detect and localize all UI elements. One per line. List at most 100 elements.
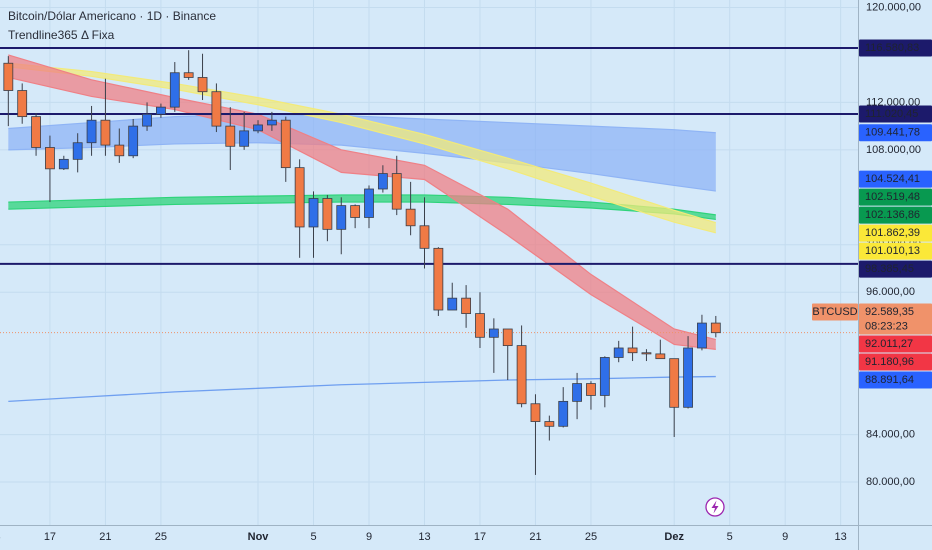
x-tick-label: 5 <box>727 531 733 543</box>
candle-body <box>710 322 721 334</box>
price-tag <box>859 335 932 353</box>
price-tag-label: 102.136,86 <box>865 209 920 221</box>
candle-body <box>114 144 125 157</box>
candle-body <box>697 322 707 349</box>
candle-body <box>391 173 402 210</box>
x-tick-label: 5 <box>310 531 316 543</box>
price-tag <box>859 260 932 278</box>
candle-body <box>447 297 458 311</box>
price-tag <box>859 224 932 242</box>
price-tag <box>859 242 932 260</box>
y-tick-label: 112.000,00 <box>866 96 920 108</box>
candle-body <box>308 198 319 228</box>
x-tick-label: 21 <box>99 531 111 543</box>
price-tag <box>859 371 932 389</box>
candle-body <box>266 119 277 126</box>
candle-body <box>169 72 180 108</box>
price-tag-label: 104.524,41 <box>865 173 920 185</box>
symbol-label: BTCUSD <box>812 306 857 318</box>
candle-body <box>627 347 638 354</box>
candle-body <box>17 90 28 118</box>
alert-icon[interactable] <box>705 497 725 517</box>
candle-body <box>280 119 291 169</box>
candle-body <box>350 205 361 218</box>
price-tag <box>859 105 932 123</box>
x-tick-label: Dez <box>664 531 684 543</box>
candle-body <box>100 119 111 146</box>
candle-body <box>142 113 152 127</box>
band-edge <box>8 201 716 221</box>
price-tag-label: 111.020,45 <box>865 108 918 120</box>
price-tag <box>859 303 932 335</box>
candle-body <box>586 383 596 396</box>
candle-body <box>239 130 250 147</box>
candle-body <box>433 247 444 311</box>
candle-body <box>45 147 55 170</box>
x-tick-label: 13 <box>835 531 847 543</box>
candle-body <box>183 72 194 78</box>
price-tag-label: 116.580,83 <box>865 42 919 54</box>
x-tick-label: 9 <box>782 531 788 543</box>
countdown: 08:23:23 <box>865 320 908 332</box>
candle-body <box>405 208 416 227</box>
price-tag-label: 109.441,78 <box>865 127 920 139</box>
band-fill <box>8 194 716 220</box>
x-tick-label: 17 <box>44 531 56 543</box>
x-tick-label: 13 <box>0 531 1 543</box>
candle-body <box>530 403 541 422</box>
band-edge <box>8 66 716 234</box>
candle-body <box>364 188 374 218</box>
price-tag <box>859 39 932 57</box>
price-tag-label: 92.589,35 <box>865 306 914 318</box>
candle-body <box>3 62 14 91</box>
price-tag <box>859 124 932 142</box>
candle-body <box>558 400 569 427</box>
candle-body <box>197 77 208 93</box>
band-fill <box>8 114 716 192</box>
candle-body <box>544 421 555 427</box>
price-tag-label: 98.385,45 <box>865 263 914 275</box>
price-tag-label: 91.180,96 <box>865 356 914 368</box>
candle-body <box>253 124 263 132</box>
price-tags: 116.580,83 111.020,45 98.385,45 109.441,78 1… <box>812 39 932 389</box>
candle-body <box>128 125 139 157</box>
grid <box>0 0 858 525</box>
band-edge <box>8 54 716 341</box>
overlays <box>8 54 716 403</box>
price-tag <box>859 170 932 188</box>
candle-body <box>322 198 333 230</box>
price-tag-label: 102.519,48 <box>865 191 920 203</box>
candle-body <box>31 116 41 148</box>
candle-body <box>669 358 680 408</box>
candle-body <box>461 297 472 314</box>
candle-body <box>58 158 69 170</box>
candle-body <box>336 205 347 230</box>
y-tick-label: 120.000,00 <box>866 1 921 13</box>
price-tag <box>859 206 932 224</box>
candle-body <box>572 383 582 402</box>
candle-body <box>294 167 305 228</box>
symbol-tag <box>812 303 858 321</box>
candle-body <box>86 119 97 144</box>
y-tick-label: 108.000,00 <box>866 144 921 156</box>
x-tick-label: 9 <box>366 531 372 543</box>
y-tick-label: 84.000,00 <box>866 428 915 440</box>
band-edge <box>8 62 716 224</box>
candle-body <box>156 106 166 115</box>
candle-body <box>475 313 485 338</box>
x-tick-label: 25 <box>155 531 167 543</box>
y-tick-label: 96.000,00 <box>866 286 915 298</box>
candle-body <box>72 142 83 160</box>
indicator-name: Trendline365 Δ Fixa <box>8 28 115 42</box>
candle-body <box>419 225 430 249</box>
price-tag-label: 92.011,27 <box>865 338 913 350</box>
price-tag <box>859 353 932 371</box>
candle-body <box>613 347 624 358</box>
candle-body <box>225 125 236 147</box>
candle-body <box>502 328 513 347</box>
candle-body <box>488 328 499 338</box>
candle-body <box>211 91 222 127</box>
x-tick-label: 21 <box>529 531 541 543</box>
